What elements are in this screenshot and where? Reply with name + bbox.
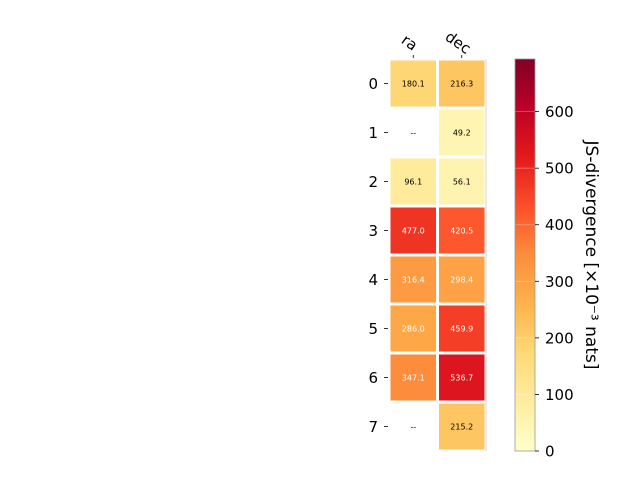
- colorbar-tick-lines: [515, 111, 535, 395]
- heatmap-cell-7-ra: [390, 403, 436, 450]
- heatmap-cell-4-ra: [390, 256, 436, 303]
- heatmap-cell-7-dec: [439, 403, 485, 450]
- heatmap-plot-area: 180.1 216.3 -- 49.2 96.1 56.1 477.0 420.5 316.4 2…: [390, 59, 487, 451]
- heatmap-cell-0-dec: [439, 60, 485, 107]
- row-tick-label-2: 2: [368, 173, 378, 191]
- column-tick-label-dec: dec: [442, 27, 474, 57]
- cell-value-label: 216.3: [450, 80, 473, 89]
- heatmap-cell-2-dec: [439, 158, 485, 205]
- colorbar: 0 100 200 300 400 500 600 JS-divergence [×10⁻³…: [514, 58, 601, 461]
- colorbar-tick-label: 300: [545, 273, 574, 291]
- colorbar-tick-labels: 0 100 200 300 400 500 600: [535, 103, 574, 461]
- cell-value-label: 477.0: [402, 227, 425, 236]
- row-tick-label-7: 7: [368, 418, 378, 436]
- colorbar-tick-label: 400: [545, 216, 574, 234]
- heatmap-cell-5-ra: [390, 305, 436, 352]
- heatmap-cell-6-dec: [439, 354, 485, 401]
- cell-value-label: 536.7: [450, 374, 473, 383]
- row-tick-label-3: 3: [368, 222, 378, 240]
- colorbar-frame: [514, 58, 536, 452]
- colorbar-tick-label: 600: [545, 103, 574, 121]
- cell-value-label: 298.4: [450, 276, 473, 285]
- row-tick-label-6: 6: [368, 369, 378, 387]
- colorbar-tick-label: 100: [545, 386, 574, 404]
- cell-value-label: --: [410, 129, 416, 138]
- row-tick-label-1: 1: [368, 124, 378, 142]
- column-tick-label-ra: ra: [398, 31, 421, 55]
- cell-value-label: 215.2: [450, 423, 473, 432]
- cell-value-label: 347.1: [402, 374, 425, 383]
- row-tick-label-4: 4: [368, 271, 378, 289]
- cell-value-label: 286.0: [402, 325, 425, 334]
- colorbar-tick-label: 200: [545, 329, 574, 347]
- cell-value-label: 56.1: [453, 178, 471, 187]
- heatmap-cell-3-dec: [439, 207, 485, 254]
- cell-value-label: 49.2: [453, 129, 471, 138]
- colorbar-label: JS-divergence [×10⁻³ nats]: [581, 140, 601, 370]
- row-tick-label-0: 0: [368, 75, 378, 93]
- cell-value-label: 180.1: [402, 80, 425, 89]
- heatmap-cell-2-ra: [390, 158, 436, 205]
- heatmap-cell-1-ra: [390, 109, 436, 156]
- row-tick-label-5: 5: [368, 320, 378, 338]
- heatmap-cell-3-ra: [390, 207, 436, 254]
- heatmap-cell-0-ra: [390, 60, 436, 107]
- heatmap-cell-1-dec: [439, 109, 485, 156]
- heatmap-cell-6-ra: [390, 354, 436, 401]
- heatmap-cell-5-dec: [439, 305, 485, 352]
- cell-value-label: 96.1: [404, 178, 422, 187]
- row-tick-labels: 0 1 2 3 4 5 6 7: [368, 75, 388, 436]
- colorbar-gradient: [515, 59, 535, 451]
- cell-value-label: 459.9: [450, 325, 473, 334]
- cell-value-label: 420.5: [450, 227, 473, 236]
- cell-value-label: --: [410, 423, 416, 432]
- cell-value-label: 316.4: [402, 276, 425, 285]
- colorbar-tick-label: 500: [545, 160, 574, 178]
- heatmap-cell-4-dec: [439, 256, 485, 303]
- colorbar-tick-label: 0: [545, 443, 555, 461]
- column-tick-labels: ra dec: [398, 27, 474, 58]
